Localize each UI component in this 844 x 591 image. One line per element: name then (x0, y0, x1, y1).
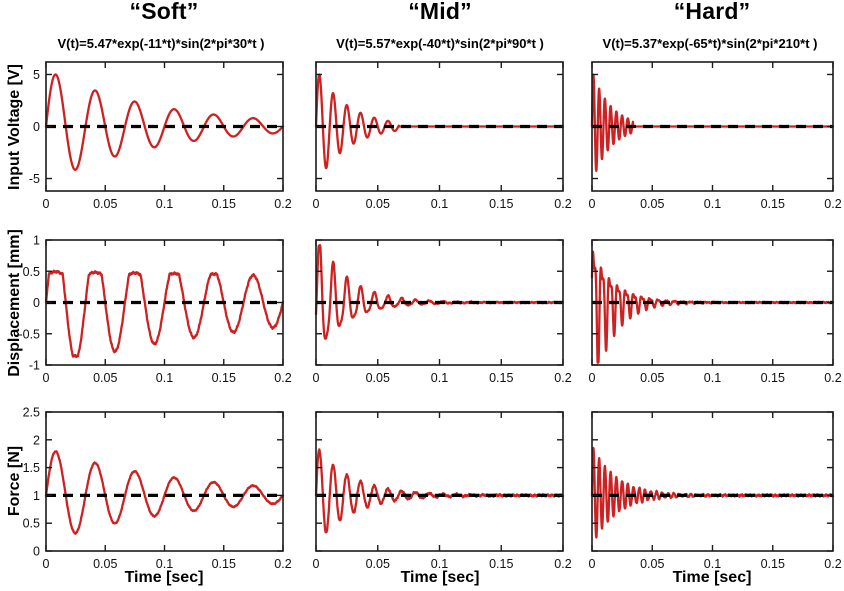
x-tick-label: 0.1 (431, 197, 448, 211)
x-tick-label: 0 (313, 197, 320, 211)
subplot-force-hard: 0 0.05 0.1 0.15 0.2 (589, 411, 842, 571)
x-tick-label: 0 (313, 371, 320, 385)
x-tick-label: 0.2 (554, 557, 571, 571)
x-tick-label: 0.05 (366, 371, 390, 385)
y-tick-label: 0 (33, 296, 40, 310)
subplot-voltage-mid: 0 0.05 0.1 0.15 0.2 (313, 61, 572, 211)
x-tick-label: 0 (589, 371, 596, 385)
subplot-displacement-soft: 0 0.05 0.1 0.15 0.2 -1 -0.5 0 0.5 1 (18, 234, 291, 386)
column-title-soft: “Soft” (129, 0, 199, 24)
x-tick-label: 0 (43, 371, 50, 385)
x-tick-label: 0.05 (640, 557, 664, 571)
signal-curve (314, 244, 565, 340)
subplot-voltage-hard: 0 0.05 0.1 0.15 0.2 (589, 61, 842, 211)
y-tick-label: 1.5 (23, 461, 40, 475)
x-tick-label: 0.15 (761, 557, 785, 571)
column-title-mid: “Mid” (408, 0, 472, 24)
x-tick-label: 0.05 (640, 371, 664, 385)
x-tick-label: 0 (589, 197, 596, 211)
y-tick-label: -5 (29, 172, 40, 186)
x-tick-label: 0.05 (366, 197, 390, 211)
x-tick-label: 0.15 (212, 197, 236, 211)
x-tick-label: 0.15 (489, 557, 513, 571)
equation-soft: V(t)=5.47*exp(-11*t)*sin(2*pi*30*t ) (57, 36, 265, 51)
x-tick-label: 0.1 (704, 197, 721, 211)
signal-curve (590, 250, 835, 364)
y-tick-label: -0.5 (18, 327, 40, 341)
x-tick-label: 0.2 (554, 197, 571, 211)
x-tick-label: 0.15 (212, 371, 236, 385)
x-tick-label: 0.15 (761, 197, 785, 211)
x-tick-label: 0.1 (431, 371, 448, 385)
x-tick-label: 0.2 (274, 557, 291, 571)
x-tick-label: 0.1 (704, 371, 721, 385)
x-tick-label: 0.05 (640, 197, 664, 211)
equation-hard: V(t)=5.37*exp(-65*t)*sin(2*pi*210*t ) (602, 36, 818, 51)
y-tick-label: 0.5 (23, 517, 40, 531)
axes-frame (591, 411, 834, 552)
x-tick-label: 0.05 (93, 197, 117, 211)
xlabel-time-hard: Time [sec] (672, 569, 752, 586)
x-tick-label: 0.2 (274, 371, 291, 385)
x-tick-label: 0 (43, 557, 50, 571)
x-tick-label: 0.05 (93, 371, 117, 385)
subplot-displacement-mid: 0 0.05 0.1 0.15 0.2 (313, 239, 572, 385)
y-tick-label: 2 (33, 433, 40, 447)
y-tick-label: 2.5 (23, 406, 40, 420)
x-tick-label: 0.15 (761, 371, 785, 385)
subplot-displacement-hard: 0 0.05 0.1 0.15 0.2 (589, 239, 842, 385)
x-tick-label: 0.2 (824, 197, 841, 211)
signal-curve (590, 446, 835, 539)
axes-frame (315, 411, 564, 552)
signal-curve (44, 73, 285, 171)
x-tick-label: 0.1 (156, 557, 173, 571)
x-tick-label: 0.2 (824, 557, 841, 571)
y-tick-label: 0 (33, 120, 40, 134)
signal-curve (314, 73, 565, 170)
x-tick-label: 0 (589, 557, 596, 571)
y-tick-label: 0.5 (23, 265, 40, 279)
equation-mid: V(t)=5.57*exp(-40*t)*sin(2*pi*90*t ) (336, 36, 544, 51)
signal-curve (590, 73, 835, 172)
x-tick-label: 0.2 (274, 197, 291, 211)
xlabel-time-mid: Time [sec] (400, 569, 480, 586)
axes-frame (45, 411, 284, 552)
y-tick-label: 1 (33, 234, 40, 248)
signal-curve (44, 269, 285, 359)
x-tick-label: 0.1 (156, 371, 173, 385)
x-tick-label: 0.15 (489, 371, 513, 385)
x-tick-label: 0.1 (431, 557, 448, 571)
x-tick-label: 0.2 (824, 371, 841, 385)
signal-curve (314, 448, 565, 534)
x-tick-label: 0.05 (93, 557, 117, 571)
y-tick-label: 1 (33, 489, 40, 503)
y-tick-label: 5 (33, 68, 40, 82)
x-tick-label: 0.1 (156, 197, 173, 211)
xlabel-time-soft: Time [sec] (124, 569, 204, 586)
x-tick-label: 0.15 (212, 557, 236, 571)
x-tick-label: 0.2 (554, 371, 571, 385)
x-tick-label: 0.1 (704, 557, 721, 571)
signal-curve (44, 450, 285, 535)
subplot-voltage-soft: 0 0.05 0.1 0.15 0.2-505 (29, 61, 292, 211)
x-tick-label: 0.15 (489, 197, 513, 211)
x-tick-label: 0 (43, 197, 50, 211)
x-tick-label: 0.05 (366, 557, 390, 571)
column-title-hard: “Hard” (673, 0, 751, 24)
x-tick-label: 0 (313, 557, 320, 571)
subplot-force-soft: 0 0.05 0.1 0.15 0.2 0 0.5 1 1.5 2 2.5 (23, 406, 292, 572)
y-tick-label: 0 (33, 545, 40, 559)
y-tick-label: -1 (29, 359, 40, 373)
subplot-force-mid: 0 0.05 0.1 0.15 0.2 (313, 411, 572, 571)
